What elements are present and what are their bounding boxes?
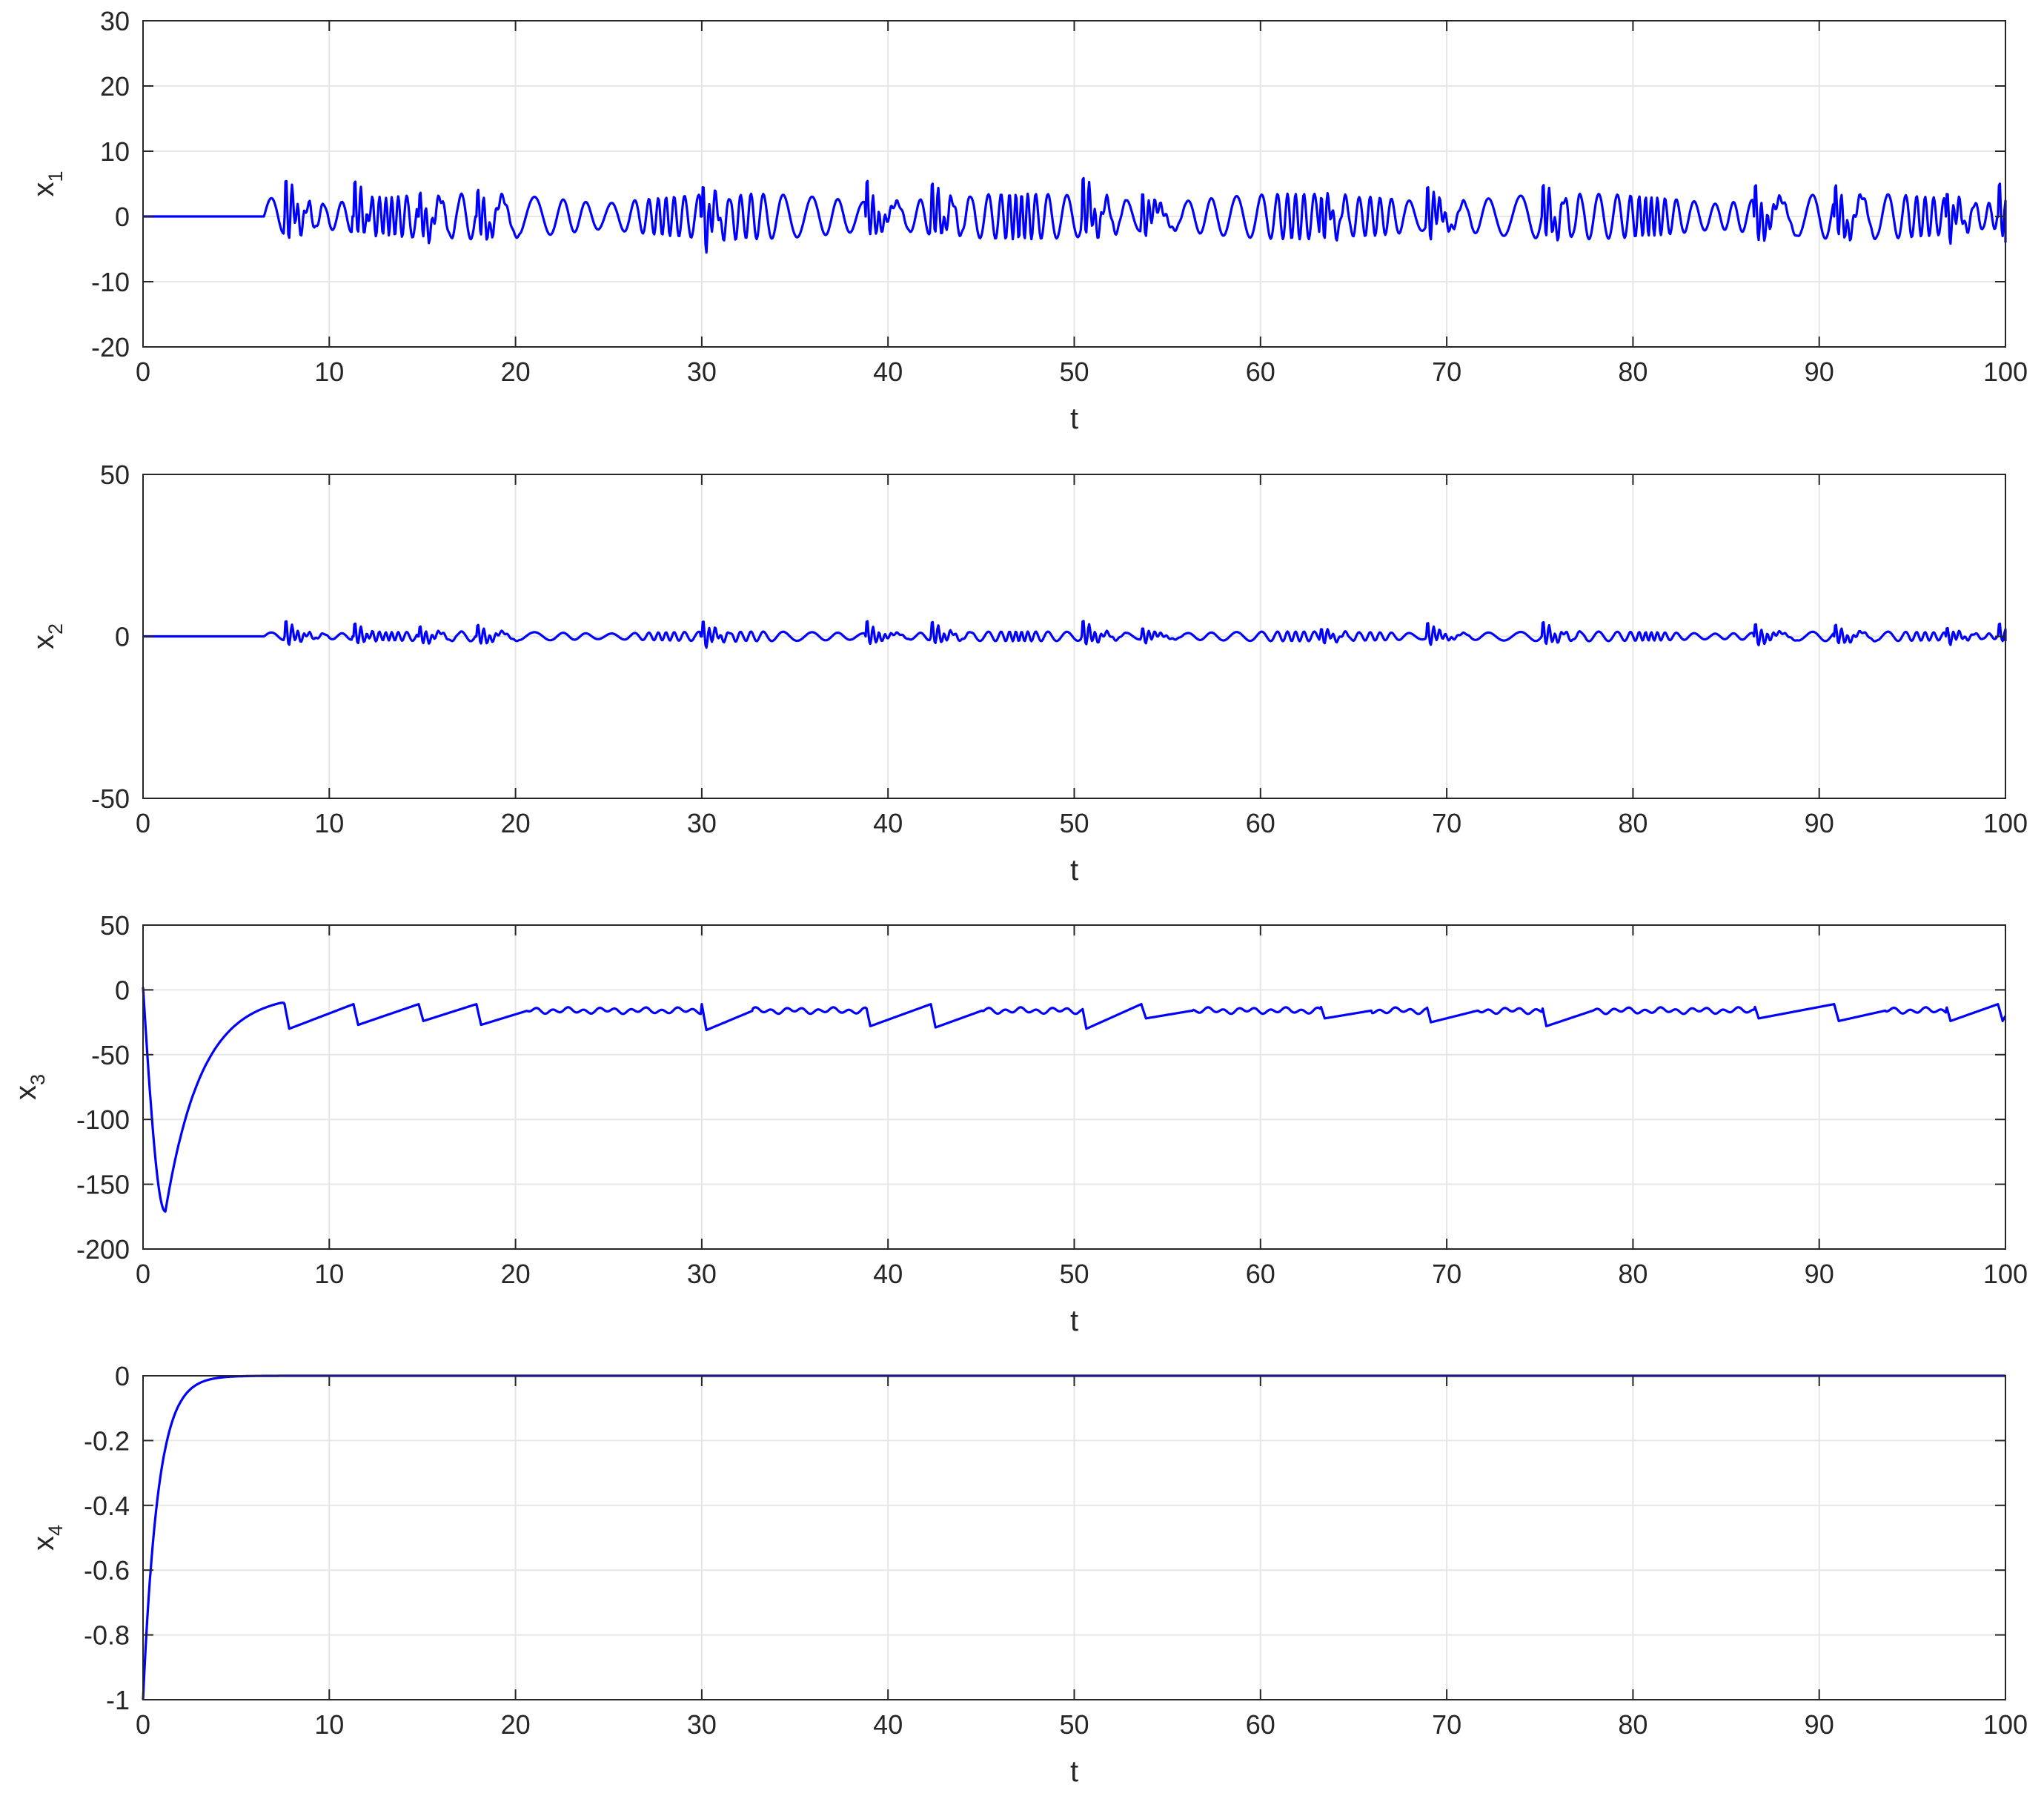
y-tick-label: 20 (100, 71, 130, 102)
x-tick-label: 60 (1246, 1259, 1275, 1289)
x-tick-label: 80 (1618, 1259, 1648, 1289)
x-tick-label: 60 (1246, 808, 1275, 838)
y-tick-label: -0.2 (84, 1425, 130, 1456)
y-tick-label: -50 (91, 1040, 130, 1070)
x-tick-label: 90 (1805, 808, 1834, 838)
x-tick-label: 0 (136, 1259, 150, 1289)
x-tick-label: 50 (1059, 1259, 1089, 1289)
y-tick-label: -0.4 (84, 1491, 130, 1521)
x-tick-label: 40 (873, 808, 903, 838)
x-tick-label: 80 (1618, 1709, 1648, 1740)
x-tick-label: 10 (314, 1259, 344, 1289)
x-tick-label: 20 (501, 808, 531, 838)
x-tick-label: 10 (314, 1709, 344, 1740)
x-tick-label: 100 (1983, 1259, 2028, 1289)
y-tick-label: 0 (115, 202, 130, 232)
y-tick-label: -20 (91, 332, 130, 362)
x-tick-label: 0 (136, 1709, 150, 1740)
x-tick-label: 50 (1059, 357, 1089, 387)
y-axis-label-subscript: 1 (44, 170, 67, 182)
x-tick-label: 90 (1805, 357, 1834, 387)
series-line-x1 (142, 176, 2007, 254)
x-axis-label: t (1070, 403, 1078, 435)
x-tick-label: 50 (1059, 1709, 1089, 1740)
series-line-x2 (142, 620, 2007, 649)
y-tick-label: 0 (115, 622, 130, 652)
x-axis-label: t (1070, 854, 1078, 887)
x-tick-label: 60 (1246, 1709, 1275, 1740)
x-tick-label: 20 (501, 1709, 531, 1740)
x-tick-label: 40 (873, 1709, 903, 1740)
y-axis-label: x3 (10, 1074, 49, 1100)
x-tick-label: 40 (873, 357, 903, 387)
y-axis-label-subscript: 3 (27, 1074, 49, 1085)
y-axis-label-main: x (10, 1085, 42, 1100)
y-axis-label: x2 (27, 623, 67, 649)
x-tick-label: 50 (1059, 808, 1089, 838)
x-tick-label: 10 (314, 808, 344, 838)
y-tick-label: 50 (100, 460, 130, 490)
y-tick-label: 50 (100, 910, 130, 941)
x-tick-label: 70 (1432, 808, 1461, 838)
x-tick-label: 100 (1983, 1709, 2028, 1740)
x-tick-label: 80 (1618, 808, 1648, 838)
y-axis-label-main: x (27, 1536, 60, 1551)
x-tick-label: 20 (501, 1259, 531, 1289)
y-tick-label: -0.6 (84, 1555, 130, 1586)
x-tick-label: 70 (1432, 1259, 1461, 1289)
y-tick-label: -1 (106, 1685, 130, 1715)
x-axis-label: t (1070, 1305, 1078, 1337)
y-tick-label: 0 (115, 975, 130, 1005)
x-tick-label: 30 (687, 808, 717, 838)
y-axis-label-subscript: 4 (44, 1525, 67, 1536)
y-axis-label-main: x (27, 635, 60, 649)
x-tick-label: 80 (1618, 357, 1648, 387)
x-tick-label: 40 (873, 1259, 903, 1289)
x-tick-label: 30 (687, 357, 717, 387)
x-tick-label: 90 (1805, 1709, 1834, 1740)
x-tick-label: 30 (687, 1709, 717, 1740)
y-tick-label: 30 (100, 6, 130, 36)
y-tick-label: -200 (76, 1234, 130, 1265)
y-tick-label: -10 (91, 267, 130, 297)
y-tick-label: 0 (115, 1361, 130, 1391)
x-tick-label: 100 (1983, 357, 2028, 387)
y-tick-label: -50 (91, 784, 130, 814)
y-axis-label-subscript: 2 (44, 623, 67, 635)
x-tick-label: 0 (136, 808, 150, 838)
y-tick-label: 10 (100, 136, 130, 167)
x-tick-label: 60 (1246, 357, 1275, 387)
y-axis-label: x1 (27, 170, 67, 196)
y-tick-label: -0.8 (84, 1620, 130, 1651)
y-axis-label: x4 (27, 1525, 67, 1551)
y-tick-label: -100 (76, 1104, 130, 1135)
x-tick-label: 90 (1805, 1259, 1834, 1289)
panel-x1: 0 10 20 30 40 50 60 70 80 90 100 -20 -10 0 10 20 30 t x1 (27, 6, 2028, 435)
x-tick-label: 100 (1983, 808, 2028, 838)
x-tick-label: 30 (687, 1259, 717, 1289)
x-axis-label: t (1070, 1755, 1078, 1788)
panel-x3: 0 10 20 30 40 50 60 70 80 90 100 -200 -150 -100 -50 0 50… (10, 910, 2028, 1337)
x-tick-label: 70 (1432, 1709, 1461, 1740)
series-line-x3 (142, 987, 2007, 1213)
y-axis-label-main: x (27, 182, 60, 197)
y-tick-label: -150 (76, 1170, 130, 1200)
x-tick-label: 0 (136, 357, 150, 387)
panel-x4: 0 10 20 30 40 50 60 70 80 90 100-1-0.8-0.6-0.4-0.2… (27, 1361, 2028, 1788)
x-tick-label: 10 (314, 357, 344, 387)
x-tick-label: 20 (501, 357, 531, 387)
x-tick-label: 70 (1432, 357, 1461, 387)
